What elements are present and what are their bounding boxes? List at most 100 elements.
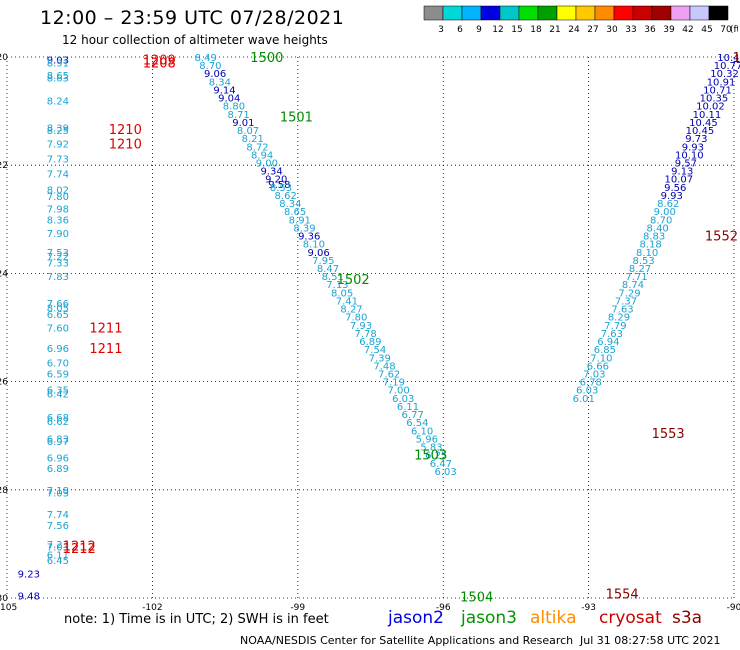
- legend-altika: altika: [530, 608, 577, 628]
- swh-value: 8.18: [639, 240, 661, 251]
- swh-value: 6.78: [580, 378, 602, 389]
- swh-value: 6.35: [47, 386, 69, 397]
- colorbar-label: 24: [568, 25, 580, 35]
- chart-title: 12:00 – 23:59 UTC 07/28/2021: [40, 7, 345, 29]
- swh-value: 7.71: [625, 272, 647, 283]
- swh-value: 8.34: [209, 77, 231, 88]
- pass-number-label: 1552: [705, 230, 738, 245]
- swh-value: 8.39: [293, 223, 315, 234]
- swh-value: 9.34: [260, 167, 282, 178]
- swh-value: 5.96: [416, 434, 438, 445]
- swh-value: 8.02: [47, 186, 69, 197]
- swh-value: 8.29: [608, 313, 630, 324]
- colorbar-label: 9: [476, 25, 482, 35]
- swh-value: 8.05: [331, 288, 353, 299]
- swh-value: 10.10: [675, 150, 704, 161]
- swh-value: 6.11: [397, 402, 419, 413]
- swh-value: 9.00: [256, 158, 278, 169]
- swh-value: 8.10: [303, 240, 325, 251]
- swh-value: 7.92: [47, 140, 69, 151]
- swh-value: 9.01: [232, 118, 254, 129]
- pass-number-label: 1211: [89, 342, 122, 357]
- pass-number-label: 1208: [143, 56, 176, 71]
- pass-number-label: 1504: [460, 590, 493, 605]
- swh-value: 7.03: [47, 489, 69, 500]
- swh-value: 8.72: [246, 142, 268, 153]
- x-tick-label: -90: [727, 603, 740, 613]
- swh-value: 6.96: [47, 453, 69, 464]
- swh-value: 7.37: [615, 296, 637, 307]
- swh-value: 8.62: [657, 199, 679, 210]
- swh-value: 8.39: [47, 123, 69, 134]
- swh-value: 7.78: [355, 329, 377, 340]
- colorbar-label: 70: [720, 25, 732, 35]
- colorbar-label: 30: [606, 25, 618, 35]
- swh-value: 7.66: [47, 299, 69, 310]
- swh-value: 8.24: [47, 96, 69, 107]
- swh-value: 7.10: [590, 353, 612, 364]
- swh-value: 10.77: [714, 61, 740, 72]
- colorbar-label: 36: [644, 25, 656, 35]
- swh-value: 6.77: [402, 410, 424, 421]
- swh-value: 7.56: [47, 521, 69, 532]
- swh-value: 8.49: [195, 53, 217, 64]
- swh-value: 6.62: [47, 417, 69, 428]
- swh-value: 8.40: [647, 223, 669, 234]
- swh-value: 6.03: [434, 467, 456, 478]
- swh-value: 10.71: [703, 85, 732, 96]
- swh-value: 6.03: [576, 386, 598, 397]
- pass-number-label: 1502: [337, 273, 370, 288]
- x-tick-label: -99: [290, 603, 305, 613]
- y-tick-label: -30: [0, 594, 8, 604]
- swh-value: 6.89: [359, 337, 381, 348]
- swh-value: 6.59: [47, 369, 69, 380]
- legend-jason3: jason3: [461, 608, 517, 628]
- swh-value: 7.79: [604, 321, 626, 332]
- colorbar-unit: (ft): [730, 25, 738, 35]
- legend-s3a: s3a: [672, 608, 703, 628]
- colorbar-label: 45: [701, 25, 712, 35]
- swh-value: 7.62: [378, 369, 400, 380]
- colorbar-label: 18: [530, 25, 542, 35]
- x-tick-label: -93: [581, 603, 596, 613]
- swh-value: 8.10: [636, 248, 658, 259]
- swh-value: 6.83: [47, 434, 69, 445]
- swh-value: 8.07: [237, 126, 259, 137]
- legend-jason2: jason2: [388, 608, 444, 628]
- swh-value: 6.85: [594, 345, 616, 356]
- swh-value: 8.83: [643, 232, 665, 243]
- swh-value: 9.57: [675, 158, 697, 169]
- swh-value: 9.04: [218, 94, 240, 105]
- swh-value: 8.53: [632, 256, 654, 267]
- swh-value: 10.07: [664, 175, 693, 186]
- swh-value: 9.73: [685, 134, 707, 145]
- swh-value: 6.54: [406, 418, 428, 429]
- pass-number-label: 1503: [414, 449, 447, 464]
- swh-value: 7.33: [47, 259, 69, 270]
- swh-value: 10.02: [696, 102, 725, 113]
- pass-number-label: 1212: [63, 540, 96, 555]
- x-tick-label: -102: [142, 603, 162, 613]
- swh-value: 8.27: [340, 305, 362, 316]
- swh-value: 9.48: [18, 591, 40, 602]
- swh-value: 7.00: [387, 386, 409, 397]
- swh-value: 8.25: [47, 126, 69, 137]
- swh-value: 6.45: [47, 556, 69, 567]
- y-tick-label: -24: [0, 269, 8, 279]
- y-tick-label: -20: [0, 53, 8, 63]
- colorbar-label: 27: [587, 25, 598, 35]
- swh-value: 9.56: [664, 183, 686, 194]
- generated-timestamp: Jul 31 08:27:58 UTC 2021: [580, 634, 721, 647]
- colorbar-label: 39: [663, 25, 675, 35]
- swh-value: 10.11: [693, 110, 722, 121]
- swh-value: 6.42: [47, 390, 69, 401]
- swh-value: 8.53: [270, 183, 292, 194]
- footnote: note: 1) Time is in UTC; 2) SWH is in fe…: [64, 612, 329, 627]
- pass-number-label: 1211: [89, 322, 122, 337]
- swh-value: 7.19: [383, 378, 405, 389]
- swh-value: 8.62: [275, 191, 297, 202]
- swh-value: 6.96: [47, 344, 69, 355]
- swh-value: 8.47: [317, 264, 339, 275]
- swh-value: 8.91: [289, 215, 311, 226]
